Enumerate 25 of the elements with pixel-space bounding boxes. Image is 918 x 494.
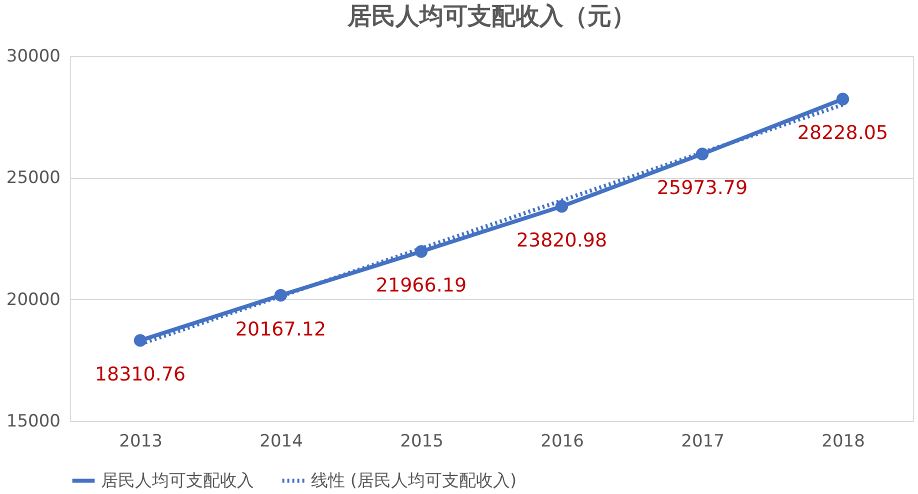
data-label: 25973.79 [656, 176, 748, 199]
data-label: 21966.19 [376, 274, 467, 296]
point [696, 148, 709, 160]
x-tick-label: 2018 [822, 432, 865, 452]
data-label: 23820.98 [516, 229, 608, 252]
point [414, 245, 428, 258]
point [555, 200, 568, 213]
point [836, 92, 850, 106]
y-tick-label: 25000 [6, 168, 60, 188]
y-tick-label: 30000 [6, 46, 60, 66]
x-tick-label: 2014 [260, 432, 303, 452]
data-label: 20167.12 [235, 318, 326, 340]
point [274, 288, 288, 302]
x-tick-label: 2016 [540, 432, 584, 452]
y-tick-label: 20000 [6, 290, 60, 310]
x-tick-label: 2013 [119, 432, 162, 452]
x-tick-label: 2015 [400, 432, 444, 452]
legend-label: 居民人均可支配收入 [101, 470, 254, 491]
legend-label: 线性 (居民人均可支配收入) [311, 470, 517, 491]
y-tick-label: 15000 [6, 412, 60, 432]
chart-title: 居民人均可支配收入（元） [346, 2, 636, 30]
x-tick-label: 2017 [681, 432, 724, 452]
point [134, 334, 147, 347]
data-label: 18310.76 [94, 363, 186, 386]
data-label: 28228.05 [797, 122, 888, 144]
